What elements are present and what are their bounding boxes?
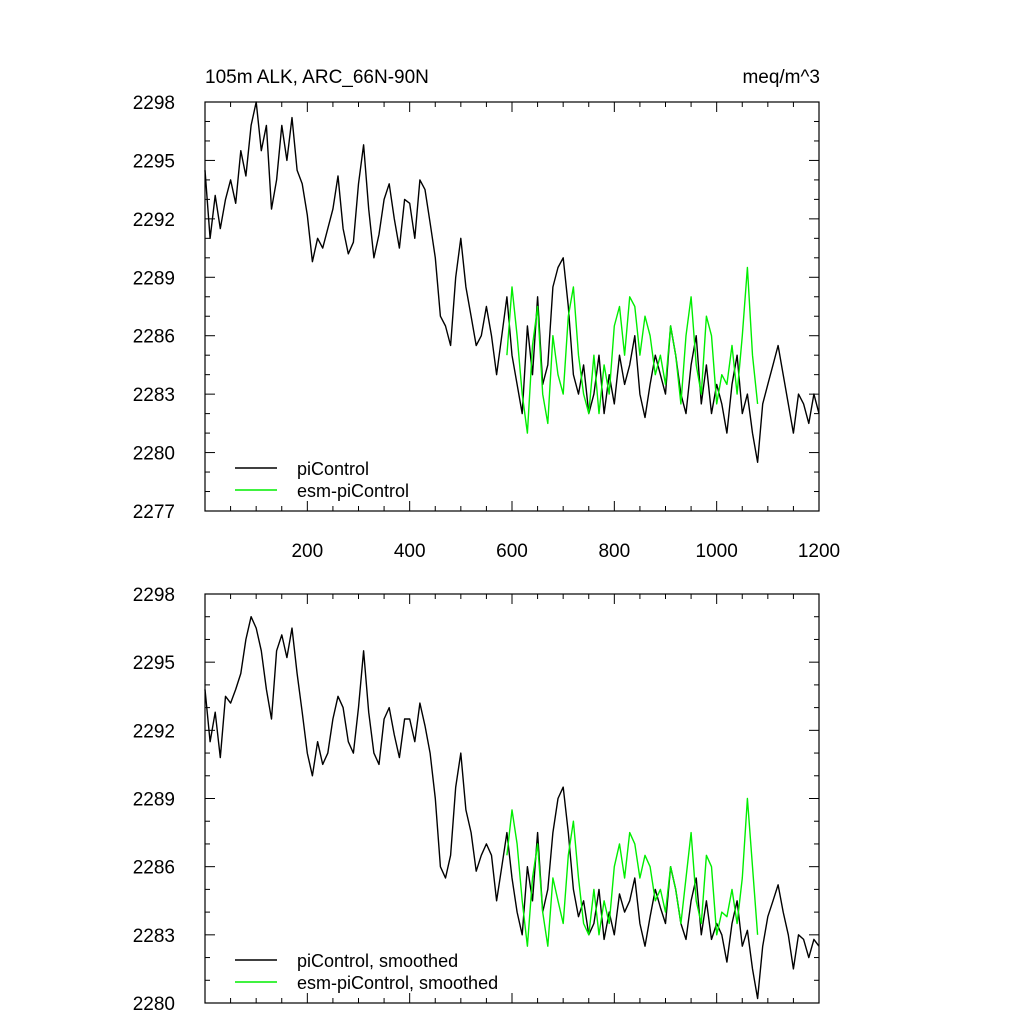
series-line-picontrol (204, 101, 820, 463)
x-tick-label: 1200 (798, 541, 840, 562)
top-legend: piControl esm-piControl (235, 459, 409, 501)
x-tick-label: 800 (598, 541, 630, 562)
y-tick-label: 2289 (133, 790, 175, 811)
bottom-plot-frame (204, 593, 820, 1004)
y-tick-label: 2292 (133, 721, 175, 742)
y-tick-label: 2292 (133, 210, 175, 231)
y-tick-label: 2283 (133, 926, 175, 947)
top-panel: 105m ALK, ARC_66N-90N meq/m^3 2277228022… (133, 67, 840, 562)
y-tick-label: 2280 (133, 994, 175, 1015)
top-axis-ticks (204, 101, 820, 512)
x-tick-label: 600 (496, 541, 528, 562)
x-tick-label: 400 (394, 541, 426, 562)
y-tick-label: 2295 (133, 151, 175, 172)
y-tick-label: 2295 (133, 653, 175, 674)
bottom-y-tick-labels: 2280 2283 2286 2289 2292 2295 2298 (133, 585, 175, 1015)
legend-label-esm-picontrol-smoothed: esm-piControl, smoothed (297, 973, 498, 993)
y-tick-label: 2286 (133, 858, 175, 879)
top-y-tick-labels: 2277 2280 2283 2286 2289 2292 2295 2298 (133, 93, 175, 523)
x-tick-label: 200 (291, 541, 323, 562)
bottom-panel: 2280 2283 2286 2289 2292 2295 2298 piControl, … (133, 585, 820, 1015)
bottom-legend: piControl, smoothed esm-piControl, smoot… (235, 951, 498, 993)
series-line-esm-picontrol (506, 266, 759, 434)
y-tick-label: 2298 (133, 93, 175, 114)
y-tick-label: 2277 (133, 502, 175, 523)
legend-label-esm-picontrol: esm-piControl (297, 481, 409, 501)
chart-units-label: meq/m^3 (742, 67, 820, 88)
chart-title: 105m ALK, ARC_66N-90N (205, 67, 429, 88)
top-series-group (204, 101, 820, 463)
bottom-axis-ticks (204, 593, 820, 1004)
series-line-esm-picontrol-smoothed (506, 797, 759, 947)
y-tick-label: 2286 (133, 327, 175, 348)
legend-label-picontrol-smoothed: piControl, smoothed (297, 951, 458, 971)
y-tick-label: 2289 (133, 268, 175, 289)
x-tick-label: 1000 (696, 541, 738, 562)
series-line-picontrol-smoothed (204, 616, 820, 1000)
legend-label-picontrol: piControl (297, 459, 369, 479)
bottom-series-group (204, 616, 820, 1000)
y-tick-label: 2283 (133, 385, 175, 406)
y-tick-label: 2298 (133, 585, 175, 606)
y-tick-label: 2280 (133, 444, 175, 465)
top-x-tick-labels: 200 400 600 800 1000 1200 (291, 541, 840, 562)
